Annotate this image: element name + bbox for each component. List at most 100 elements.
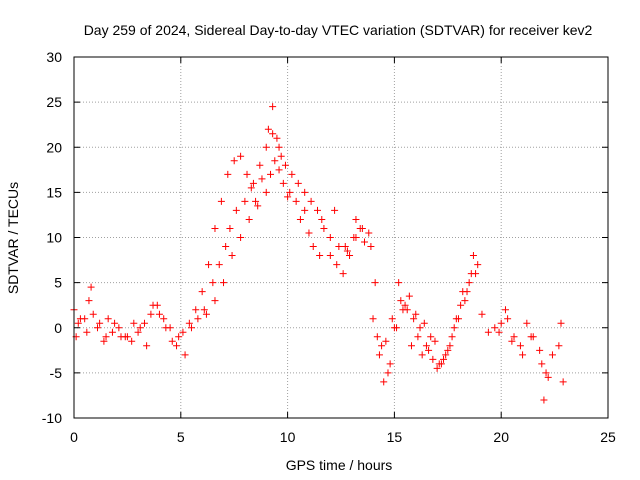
x-tick-label: 10 <box>280 429 296 445</box>
series-1 <box>70 130 482 377</box>
data-point <box>96 319 104 327</box>
data-point <box>136 324 144 332</box>
data-point <box>457 301 465 309</box>
chart-title: Day 259 of 2024, Sidereal Day-to-day VTE… <box>84 22 593 38</box>
y-tick-label: 20 <box>46 139 62 155</box>
data-point <box>465 279 473 287</box>
data-point <box>254 202 262 210</box>
data-point <box>168 337 176 345</box>
data-point <box>249 179 257 187</box>
data-point <box>378 342 386 350</box>
plot-frame <box>73 56 609 419</box>
data-point <box>149 301 157 309</box>
data-point <box>384 369 392 377</box>
data-point <box>226 224 234 232</box>
data-point <box>469 252 477 260</box>
data-point <box>335 243 343 251</box>
data-point <box>478 310 486 318</box>
x-tick-label: 25 <box>600 429 616 445</box>
data-point <box>224 170 232 178</box>
data-point <box>523 319 531 327</box>
data-point <box>284 193 292 201</box>
data-point <box>245 215 253 223</box>
data-point <box>371 279 379 287</box>
data-point <box>89 310 97 318</box>
data-point <box>516 342 524 350</box>
y-tick-label: 0 <box>54 320 62 336</box>
data-point <box>307 197 315 205</box>
data-point <box>271 157 279 165</box>
data-point <box>200 306 208 314</box>
data-point <box>397 297 405 305</box>
data-point <box>305 229 313 237</box>
data-point <box>243 170 251 178</box>
data-point <box>420 319 428 327</box>
data-point <box>414 333 422 341</box>
data-point <box>538 360 546 368</box>
data-point <box>448 333 456 341</box>
data-point <box>198 288 206 296</box>
data-point <box>111 319 119 327</box>
data-point <box>495 328 503 336</box>
data-point <box>217 197 225 205</box>
tick-layer: 0 5 10 15 20 25 -10 -5 0 5 10 15 20 25 30 <box>42 49 616 445</box>
data-point <box>102 333 110 341</box>
data-point <box>380 378 388 386</box>
data-point <box>504 315 512 323</box>
data-point <box>277 152 285 160</box>
data-point <box>269 103 277 111</box>
data-point <box>393 324 401 332</box>
data-point <box>115 324 123 332</box>
data-point <box>241 197 249 205</box>
data-point <box>294 179 302 187</box>
data-point <box>557 319 565 327</box>
data-point <box>395 279 403 287</box>
data-point <box>405 292 413 300</box>
series-3 <box>72 103 567 404</box>
data-point <box>108 328 116 336</box>
y-tick-label: 30 <box>46 49 62 65</box>
data-point <box>326 252 334 260</box>
data-point <box>93 324 101 332</box>
data-point <box>247 184 255 192</box>
data-point <box>155 310 163 318</box>
data-point <box>237 152 245 160</box>
data-point <box>452 315 460 323</box>
data-point <box>519 351 527 359</box>
data-point <box>356 224 364 232</box>
data-point <box>343 247 351 255</box>
data-point <box>258 175 266 183</box>
data-point <box>301 206 309 214</box>
data-point <box>350 234 358 241</box>
data-point <box>446 342 454 350</box>
data-point <box>388 315 396 323</box>
data-point <box>510 333 518 341</box>
data-point <box>81 315 89 323</box>
data-point <box>140 319 148 327</box>
series-2 <box>74 157 563 377</box>
grid-layer <box>74 57 608 418</box>
x-tick-label: 0 <box>70 429 78 445</box>
data-point <box>491 324 499 332</box>
data-point <box>373 333 381 341</box>
y-axis-label: SDTVAR / TECUs <box>5 182 21 294</box>
data-point <box>548 351 556 359</box>
data-point <box>160 315 168 323</box>
x-tick-label: 5 <box>177 429 185 445</box>
data-point <box>431 337 439 345</box>
data-point <box>463 288 471 296</box>
data-point <box>407 342 415 350</box>
data-point <box>399 306 407 314</box>
data-point <box>147 310 155 318</box>
y-tick-label: 5 <box>54 275 62 291</box>
data-point <box>269 130 277 138</box>
data-point <box>220 279 228 287</box>
x-tick-label: 15 <box>387 429 403 445</box>
data-point <box>386 360 394 368</box>
data-point <box>497 319 505 327</box>
data-point <box>130 319 138 327</box>
data-point <box>181 351 189 359</box>
data-point <box>83 328 91 336</box>
data-point <box>117 333 125 341</box>
data-point <box>444 346 452 354</box>
